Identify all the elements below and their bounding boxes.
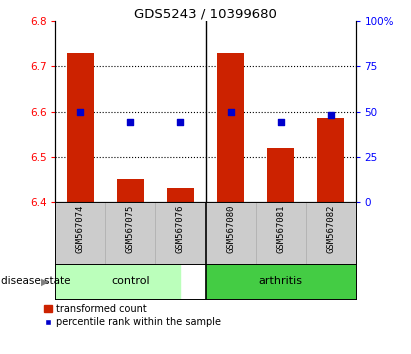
Point: [227, 109, 234, 114]
Point: [277, 120, 284, 125]
Text: GSM567080: GSM567080: [226, 205, 235, 253]
Bar: [267, 148, 294, 202]
Text: control: control: [111, 276, 150, 286]
Title: GDS5243 / 10399680: GDS5243 / 10399680: [134, 7, 277, 20]
Bar: [55, 264, 180, 299]
Point: [77, 109, 84, 114]
Text: GSM567076: GSM567076: [176, 205, 185, 253]
Legend: transformed count, percentile rank within the sample: transformed count, percentile rank withi…: [44, 304, 221, 327]
Point: [177, 120, 184, 125]
Point: [327, 112, 334, 118]
Bar: [206, 264, 381, 299]
Bar: [117, 179, 144, 202]
Bar: [67, 53, 94, 202]
Text: GSM567081: GSM567081: [276, 205, 285, 253]
Text: GSM567074: GSM567074: [76, 205, 85, 253]
Bar: [217, 53, 244, 202]
Text: ▶: ▶: [41, 276, 48, 286]
Text: GSM567075: GSM567075: [126, 205, 135, 253]
Text: GSM567082: GSM567082: [326, 205, 335, 253]
Text: disease state: disease state: [1, 276, 70, 286]
Bar: [167, 188, 194, 202]
Bar: [317, 118, 344, 202]
Text: arthritis: arthritis: [259, 276, 302, 286]
Point: [127, 120, 134, 125]
